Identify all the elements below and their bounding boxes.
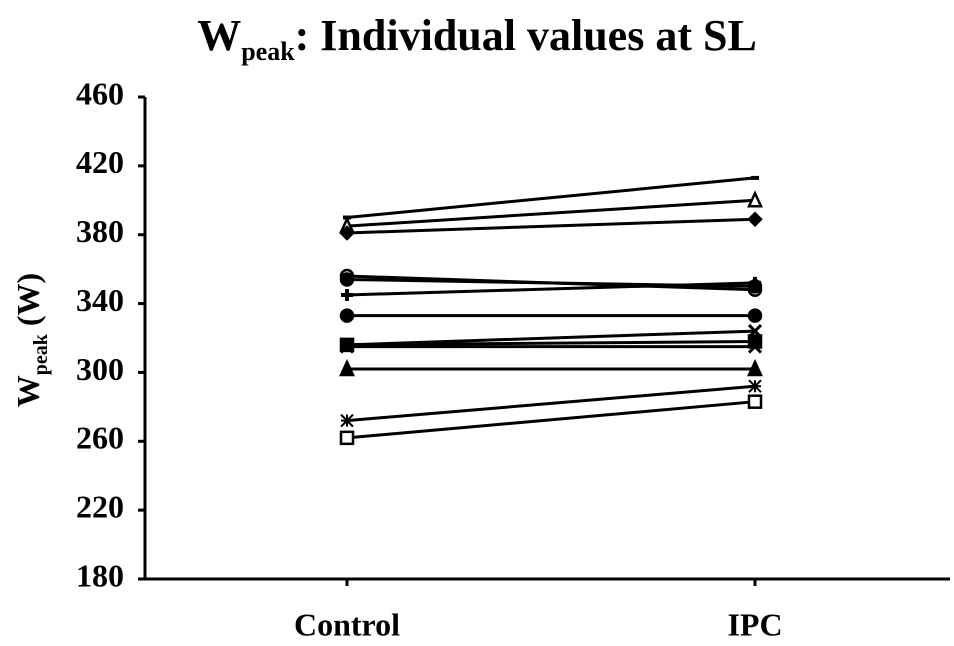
- marker: [339, 225, 355, 241]
- marker: [341, 288, 353, 301]
- marker: [747, 339, 763, 354]
- chart-title: Wpeak: Individual values at SL: [197, 11, 757, 66]
- y-axis-label: Wpeak (W): [10, 273, 51, 407]
- y-label-part: W: [10, 375, 46, 407]
- series-line: [346, 400, 756, 440]
- y-label-subscript: peak: [30, 333, 52, 375]
- y-tick-label: 340: [76, 282, 124, 318]
- marker: [339, 430, 355, 446]
- series-line: [346, 281, 756, 297]
- marker: [748, 379, 762, 393]
- marker: [339, 359, 355, 377]
- x-tick-label: IPC: [727, 606, 782, 642]
- marker: [339, 339, 355, 354]
- y-tick-label: 180: [76, 557, 124, 593]
- y-label-part: (W): [10, 273, 46, 334]
- marker: [747, 308, 763, 323]
- marker: [747, 190, 763, 208]
- title-part: W: [197, 11, 241, 60]
- marker: [340, 413, 354, 428]
- marker: [747, 211, 763, 227]
- title-subscript: peak: [241, 37, 295, 66]
- y-tick-label: 260: [76, 420, 124, 456]
- series-line: [346, 176, 756, 219]
- y-tick-label: 460: [76, 75, 124, 111]
- y-tick-label: 380: [76, 213, 124, 249]
- series-line: [346, 339, 756, 347]
- y-tick-label: 420: [76, 144, 124, 180]
- series-line: [346, 217, 756, 235]
- x-tick-label: Control: [294, 606, 400, 642]
- marker: [339, 272, 355, 287]
- series-line: [346, 198, 756, 228]
- marker: [339, 308, 355, 323]
- marker: [747, 359, 763, 377]
- marker: [749, 276, 761, 289]
- y-tick-label: 300: [76, 351, 124, 387]
- marker: [747, 394, 763, 409]
- title-part: : Individual values at SL: [295, 11, 757, 60]
- series-line: [346, 384, 756, 423]
- y-tick-label: 220: [76, 488, 124, 524]
- series-line: [346, 329, 756, 347]
